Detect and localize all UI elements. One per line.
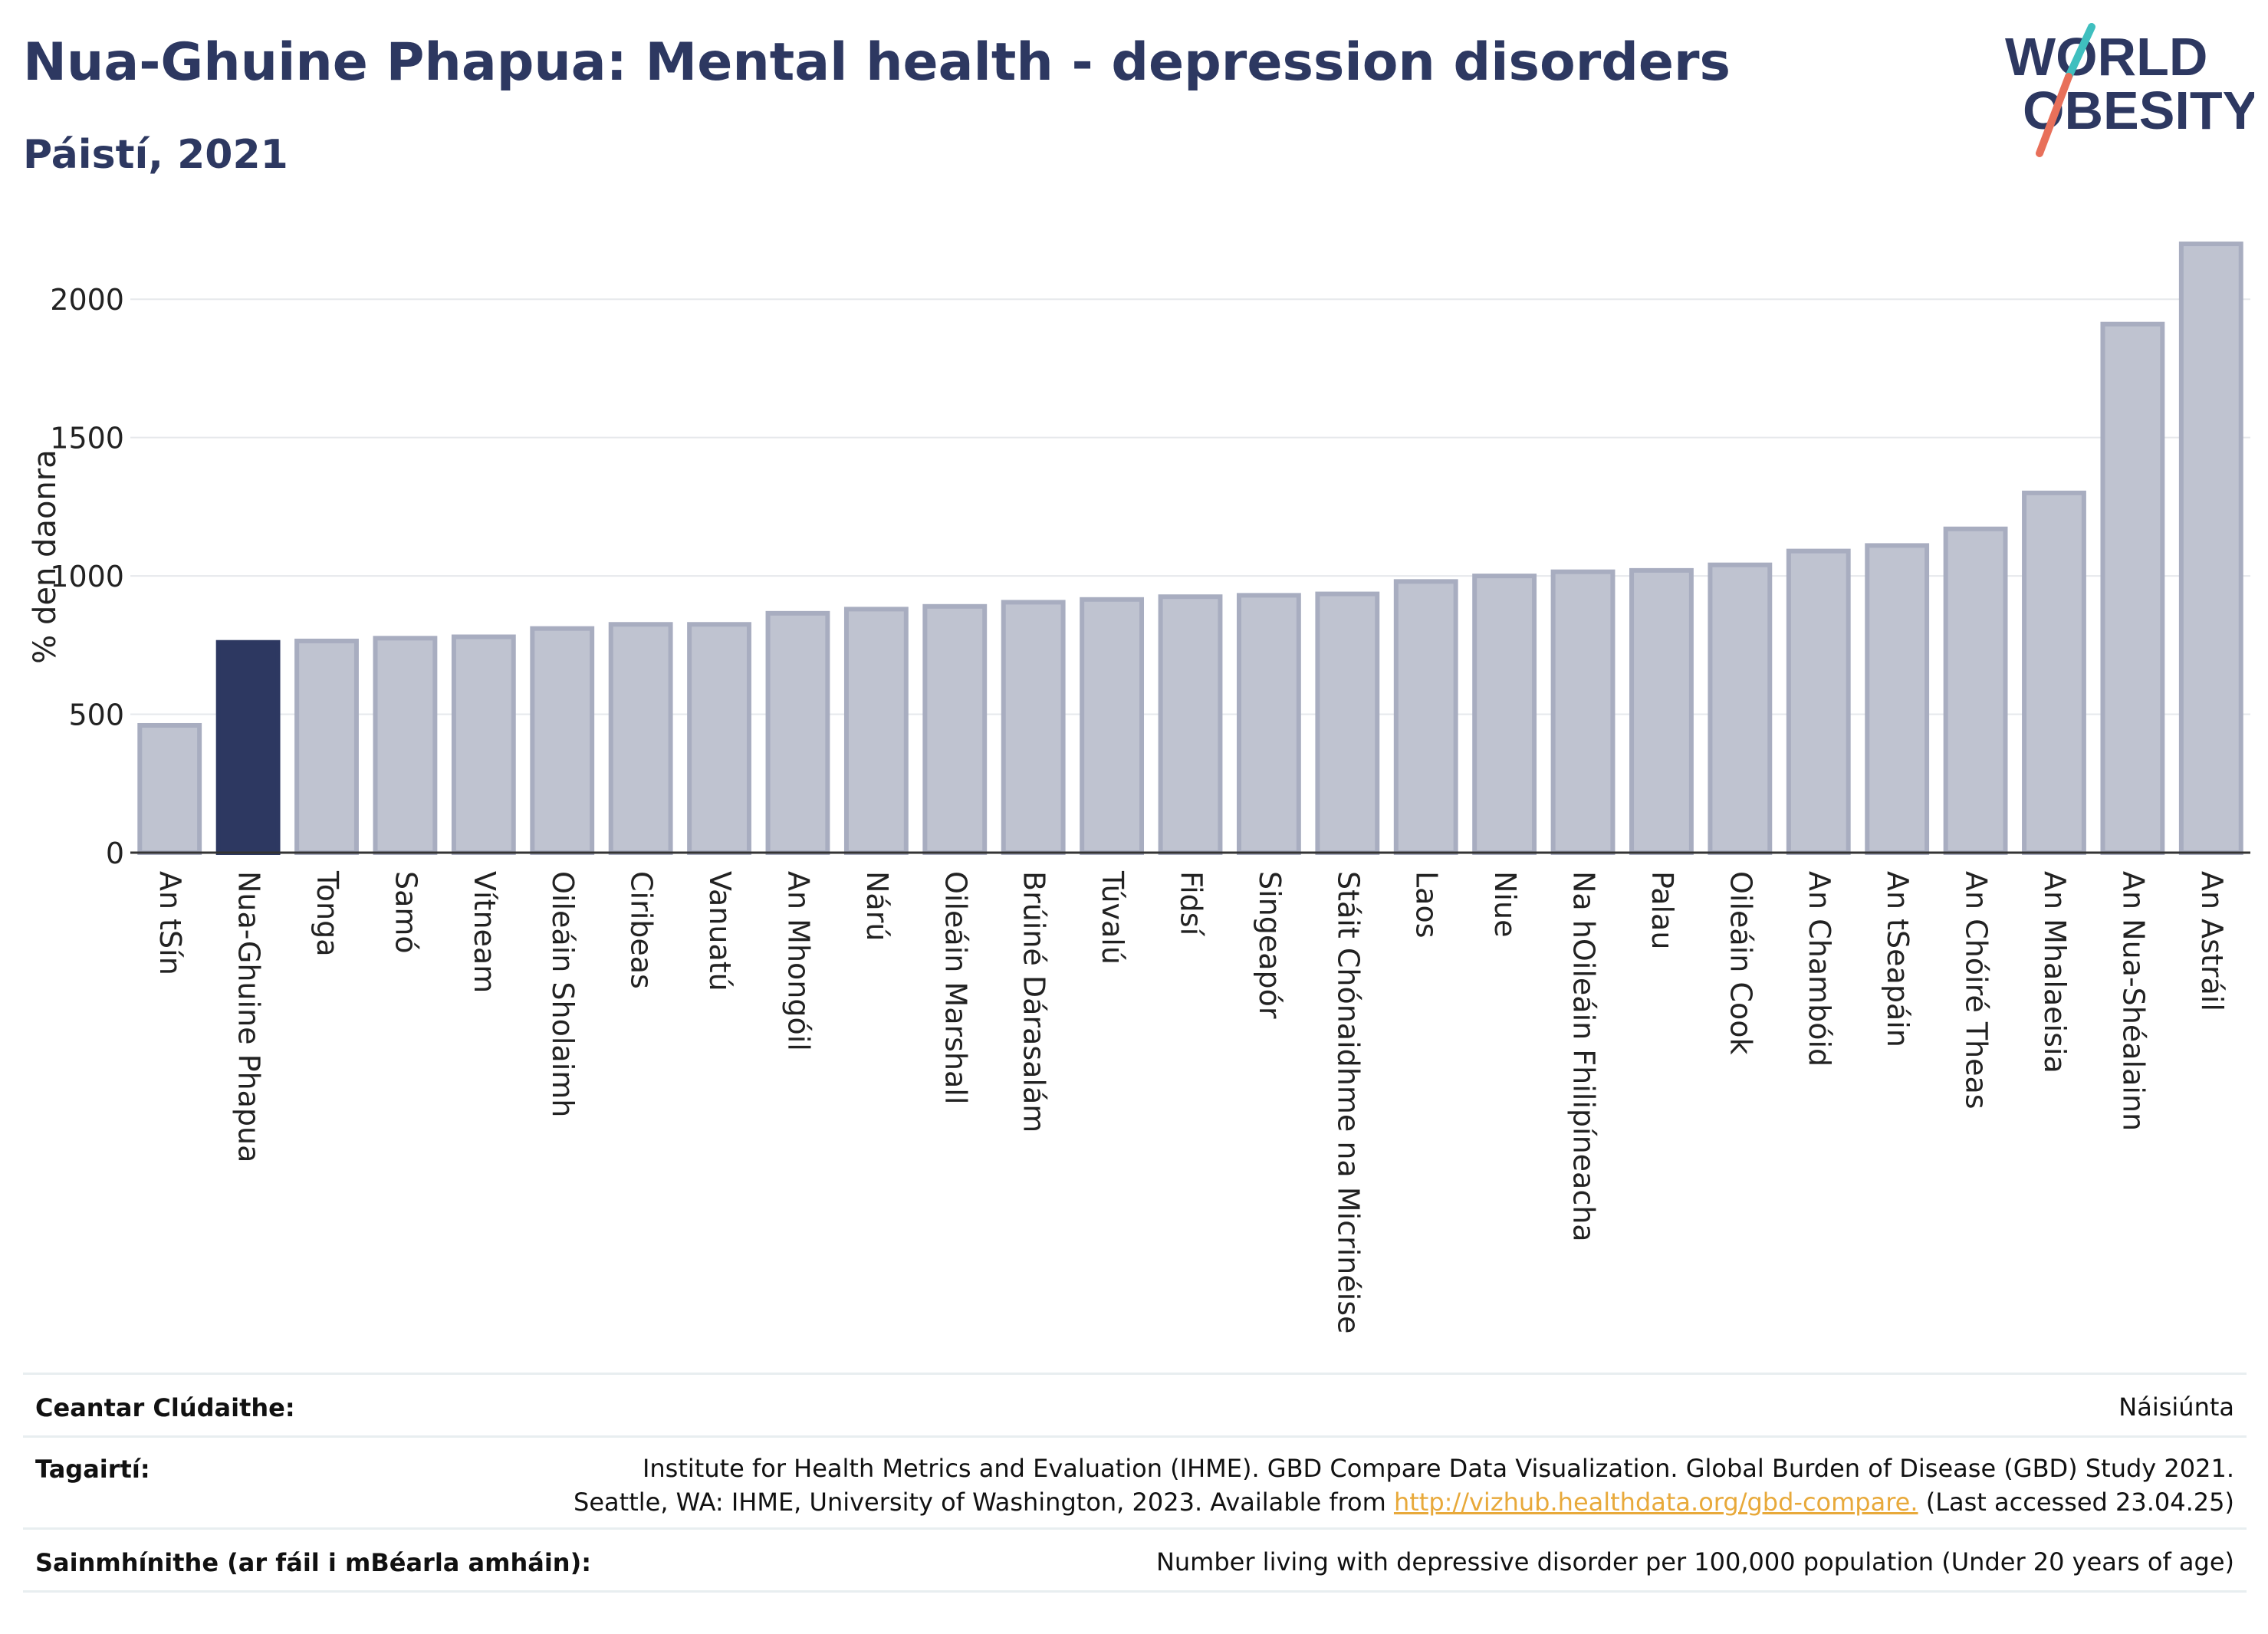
logo-slash-teal [2065, 23, 2095, 81]
coverage-label: Ceantar Clúdaithe: [35, 1393, 295, 1422]
bar [922, 603, 988, 855]
x-tick-label: An Nua-Shéalainn [2116, 871, 2150, 1131]
x-tick-label: Vítneam [468, 871, 501, 993]
coverage-row: Ceantar Clúdaithe: Náisiúnta [23, 1373, 2247, 1436]
chart-subtitle: Páistí, 2021 [23, 132, 288, 178]
bar [1158, 594, 1223, 856]
references-row: Tagairtí: Institute for Health Metrics a… [23, 1435, 2247, 1530]
bar [843, 607, 909, 855]
bar [1865, 543, 1930, 855]
info-bottom-border [23, 1590, 2247, 1593]
bar [1708, 562, 1773, 855]
info-table: Ceantar Clúdaithe: Náisiúnta Tagairtí: I… [23, 1373, 2247, 1603]
x-tick-label: Túvalú [1096, 870, 1129, 965]
x-tick-label: Oileáin Sholaimh [546, 871, 580, 1117]
x-tick-label: Niue [1488, 871, 1522, 937]
bar [2100, 321, 2165, 855]
x-tick-label: Fidsí [1175, 871, 1208, 937]
references-link[interactable]: http://vizhub.healthdata.org/gbd-compare… [1393, 1488, 1918, 1517]
bar [294, 638, 359, 855]
x-tick-label: Tonga [311, 870, 344, 957]
definitions-label: Sainmhínithe (ar fáil i mBéarla amháin): [35, 1548, 591, 1577]
y-tick-label: 1000 [50, 560, 124, 593]
bar [1236, 593, 1301, 856]
bar-chart: 0 500 1000 1500 2000 % den daonra An tSín Nua-G… [28, 242, 2250, 1333]
bar [451, 634, 516, 855]
x-tick-label: An Astráil [2195, 871, 2229, 1011]
x-tick-label: Palau [1645, 871, 1679, 949]
x-tick-label: Vanuatú [703, 871, 737, 991]
x-tick-label: An Chambóid [1803, 871, 1836, 1067]
bar [530, 626, 595, 855]
bar [1550, 569, 1616, 855]
x-tick-label: Oileáin Marshall [938, 871, 972, 1104]
y-axis-title: % den daonra [28, 449, 63, 663]
references-label: Tagairtí: [35, 1455, 150, 1484]
references-value: Institute for Health Metrics and Evaluat… [574, 1452, 2234, 1519]
bar [215, 639, 281, 855]
bar [373, 636, 438, 855]
bar [1001, 600, 1066, 855]
x-tick-label: An tSín [153, 871, 187, 975]
x-tick-label: Na hOileáin Fhilipíneacha [1567, 871, 1601, 1242]
x-tick-label: Brúiné Dárasalám [1017, 871, 1051, 1133]
y-tick-label: 0 [106, 837, 124, 870]
x-tick-label: An Chóiré Theas [1960, 871, 1994, 1110]
x-tick-label: An Mhalaeisia [2038, 871, 2072, 1073]
bar [2178, 242, 2243, 855]
x-tick-label: Nárú [860, 871, 894, 941]
x-tick-label: Stáit Chónaidhme na Micrinéise [1331, 871, 1365, 1333]
bar [1786, 548, 1851, 855]
x-tick-label: Singeapór [1253, 871, 1287, 1019]
bar [137, 722, 202, 855]
bar [687, 622, 751, 855]
logo-word-world: WORLD [2005, 27, 2207, 87]
bar [1472, 574, 1537, 855]
references-line-2-post: (Last accessed 23.04.25) [1918, 1488, 2234, 1517]
bar [1629, 567, 1694, 855]
references-line-2-pre: Seattle, WA: IHME, University of Washing… [574, 1488, 1394, 1517]
y-tick-label: 500 [68, 699, 124, 732]
coverage-value: Náisiúnta [2118, 1392, 2234, 1422]
bar [765, 610, 830, 855]
world-obesity-logo: WORLD OBESITY [2005, 23, 2254, 157]
definitions-value: Number living with depressive disorder p… [1155, 1547, 2234, 1576]
bar [1080, 597, 1145, 856]
bar [1393, 579, 1458, 856]
references-line-1: Institute for Health Metrics and Evaluat… [642, 1454, 2234, 1483]
x-tick-label: Oileáin Cook [1724, 871, 1757, 1054]
bar [608, 622, 673, 855]
bar [1943, 526, 2008, 855]
definitions-row: Sainmhínithe (ar fáil i mBéarla amháin):… [23, 1527, 2247, 1593]
bar [1315, 591, 1380, 856]
x-tick-label: Ciribeas [625, 871, 659, 989]
x-tick-label: An tSeapáin [1881, 871, 1915, 1047]
bar [2022, 490, 2086, 855]
y-tick-label: 2000 [50, 283, 124, 317]
x-tick-label: An Mhongóil [781, 871, 815, 1051]
logo-slash-red [2036, 73, 2072, 157]
references-line-2: Seattle, WA: IHME, University of Washing… [574, 1485, 2234, 1519]
chart-title: Nua-Ghuine Phapua: Mental health - depre… [23, 32, 1731, 93]
y-tick-label: 1500 [50, 422, 124, 455]
x-tick-label: Laos [1410, 871, 1444, 939]
x-tick-label: Samó [389, 871, 422, 954]
x-tick-label: Nua-Ghuine Phapua [232, 871, 266, 1162]
